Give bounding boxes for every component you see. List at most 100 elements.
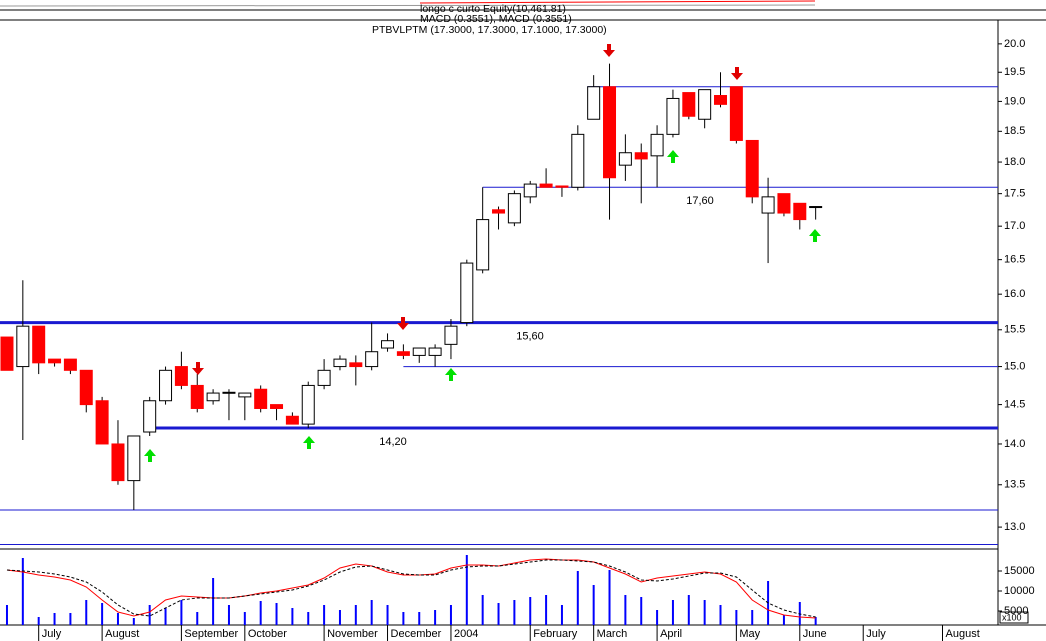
candle-body [809, 206, 823, 209]
candle-body [143, 400, 157, 433]
buy-arrow [667, 150, 679, 163]
sell-arrow [603, 44, 615, 57]
candle-body [254, 388, 268, 409]
header-decoration [419, 0, 816, 4]
candle-body [460, 262, 474, 324]
y-tick-label: 19.5 [1004, 66, 1025, 78]
candle-body [618, 152, 632, 166]
candle-body [222, 391, 236, 394]
header-text: MACD (0.3551), MACD (0.3551) [420, 13, 572, 25]
candle-body [111, 443, 125, 482]
header-text: PTBVLPTM (17.3000, 17.3000, 17.1000, 17.… [372, 24, 607, 36]
volume-tick-label: 10000 [1004, 585, 1035, 597]
candle-body [285, 415, 299, 425]
volume-unit: x100 [1002, 612, 1022, 622]
y-tick-label: 15.0 [1004, 360, 1025, 372]
x-tick-label: August [946, 628, 980, 640]
candle-body [777, 193, 791, 214]
candle-body [206, 392, 220, 402]
y-tick-label: 16.0 [1004, 288, 1025, 300]
candle-body [0, 336, 14, 371]
unit-box [999, 611, 1029, 624]
candle-body [32, 325, 46, 364]
y-tick-label: 20.0 [1004, 38, 1025, 50]
buy-arrow [809, 229, 821, 242]
volume-tick-label: 5000 [1004, 605, 1028, 617]
x-tick-label: August [105, 628, 139, 640]
y-tick-label: 15.5 [1004, 324, 1025, 336]
x-tick-label: May [739, 628, 760, 640]
x-tick-label: June [803, 628, 827, 640]
candle-body [523, 183, 537, 198]
y-tick-label: 17.0 [1004, 220, 1025, 232]
sell-arrow [192, 362, 204, 375]
candle-body [190, 384, 204, 409]
candle-body [95, 400, 109, 445]
candle-body [396, 351, 410, 356]
candle-body [555, 185, 569, 188]
candle-body [761, 196, 775, 214]
candle-body [127, 435, 141, 482]
level-label: 17,60 [686, 195, 714, 207]
candle-body [270, 404, 284, 409]
y-tick-label: 18.5 [1004, 125, 1025, 137]
candle-body [428, 347, 442, 356]
y-tick-label: 13.5 [1004, 479, 1025, 491]
buy-arrow [445, 368, 457, 381]
candle-body [571, 133, 585, 188]
candle-body [63, 358, 77, 371]
x-tick-label: September [184, 628, 238, 640]
candle-body [698, 89, 712, 120]
buy-arrow [303, 436, 315, 449]
header-text: longo c curto Equity(10,461.81) [420, 3, 566, 15]
x-tick-label: December [391, 628, 442, 640]
candle-body [412, 347, 426, 356]
x-tick-label: 2004 [454, 628, 478, 640]
candle-body [650, 133, 664, 157]
x-tick-label: November [327, 628, 378, 640]
candle-body [714, 95, 728, 105]
candle-body [444, 325, 458, 345]
candle-body [333, 358, 347, 368]
x-tick-label: July [42, 628, 62, 640]
level-label: 15,60 [516, 330, 544, 342]
y-tick-label: 14.5 [1004, 399, 1025, 411]
candle-body [507, 193, 521, 224]
candle-body [745, 139, 759, 198]
sell-arrow [397, 317, 409, 330]
sell-arrow [731, 67, 743, 80]
candle-body [666, 97, 680, 135]
y-tick-label: 17.5 [1004, 188, 1025, 200]
level-label: 14,20 [379, 436, 407, 448]
candle-body [587, 86, 601, 120]
candle-body [79, 369, 93, 406]
candle-body [349, 362, 363, 368]
y-tick-label: 16.5 [1004, 254, 1025, 266]
candle-body [634, 152, 648, 160]
candle-body [317, 369, 331, 386]
x-tick-label: October [248, 628, 287, 640]
candle-body [365, 351, 379, 368]
signal-arrows [144, 44, 821, 462]
header-decoration [0, 4, 816, 7]
candle-body [159, 369, 173, 402]
y-tick-label: 18.0 [1004, 156, 1025, 168]
x-tick-label: April [660, 628, 682, 640]
volume-tick-label: 15000 [1004, 565, 1035, 577]
candle-body [48, 358, 62, 364]
candle-body [682, 92, 696, 117]
candle-body [381, 340, 395, 349]
candle-body [476, 219, 490, 271]
y-tick-label: 19.0 [1004, 95, 1025, 107]
candle-body [539, 183, 553, 188]
x-tick-label: July [866, 628, 886, 640]
x-tick-label: February [533, 628, 578, 640]
candle-body [301, 384, 315, 425]
y-tick-label: 13.0 [1004, 521, 1025, 533]
candle-body [238, 392, 252, 398]
x-tick-label: March [597, 628, 628, 640]
buy-arrow [144, 449, 156, 462]
candle-body [793, 202, 807, 221]
